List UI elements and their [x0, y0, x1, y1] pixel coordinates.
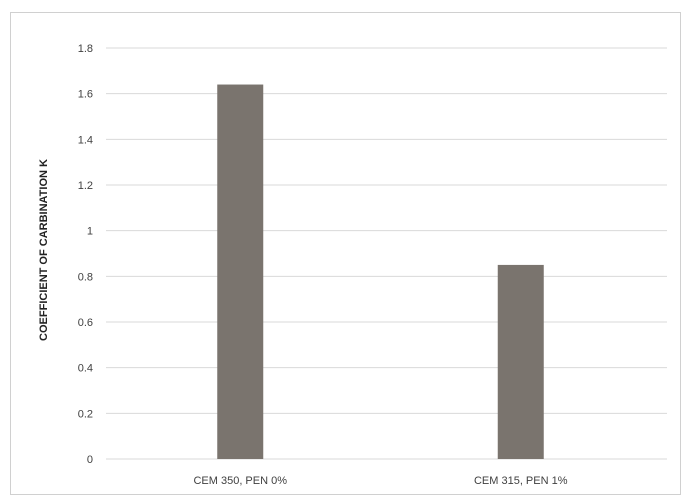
gridlines [106, 47, 667, 460]
y-tick-label: 1.2 [78, 180, 93, 192]
x-tick-label: CEM 350, PEN 0% [193, 475, 287, 487]
y-tick-label: 1.4 [78, 134, 93, 146]
y-axis-label: COEFFICIENT OF CARBINATION K [38, 159, 50, 341]
y-tick-label: 1.8 [78, 43, 93, 55]
y-tick-label: 1.6 [78, 89, 93, 101]
x-tick-label: CEM 315, PEN 1% [474, 475, 568, 487]
chart-frame [10, 12, 681, 495]
y-tick-label: 0 [87, 454, 93, 466]
y-tick-label: 0.2 [78, 408, 93, 420]
y-axis-ticks: 0 0.2 0.4 0.6 0.8 1 1.2 1.4 1.6 1.8 [78, 43, 93, 466]
bar [497, 264, 544, 459]
bars [217, 84, 544, 460]
y-tick-label: 0.4 [78, 363, 93, 375]
x-axis-ticks: CEM 350, PEN 0% CEM 315, PEN 1% [193, 475, 567, 487]
y-tick-label: 1 [87, 226, 93, 238]
y-tick-label: 0.6 [78, 317, 93, 329]
bar [217, 84, 264, 460]
y-tick-label: 0.8 [78, 271, 93, 283]
